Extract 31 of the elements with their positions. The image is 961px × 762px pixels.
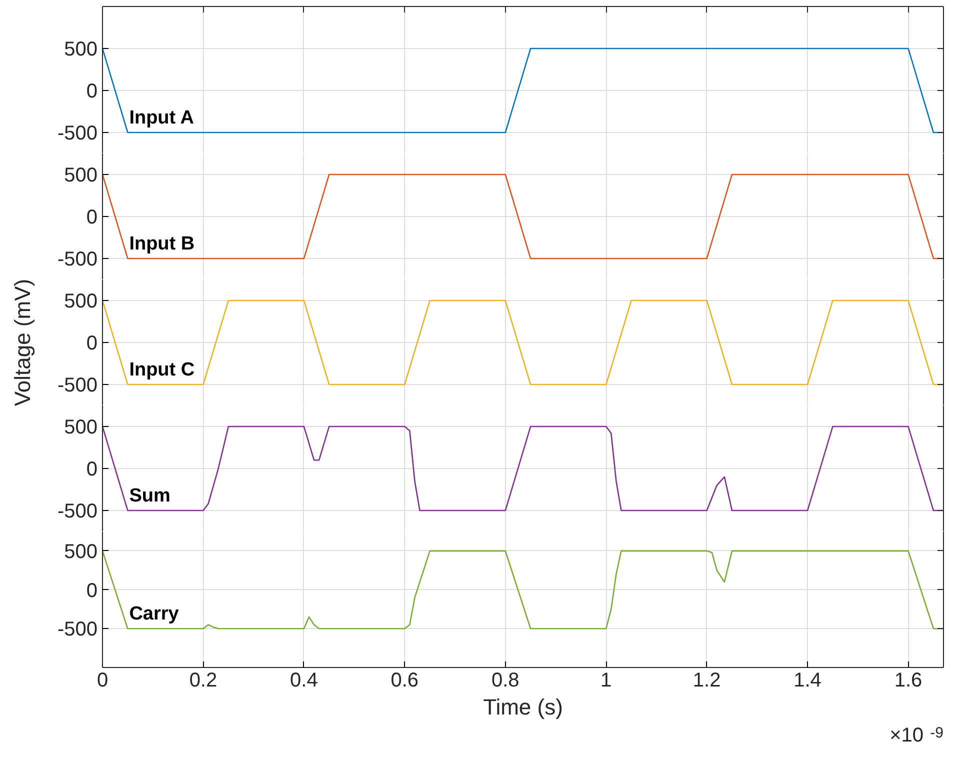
x-tick-label: 1.4 (794, 670, 822, 692)
y-tick-label: 0 (86, 206, 98, 228)
x-tick-label: 0.4 (290, 670, 318, 692)
y-tick-label: 0 (86, 332, 98, 354)
text: ×10-9 (890, 724, 944, 746)
y-tick-label: 0 (86, 458, 98, 480)
y-axis-title: Voltage (mV) (10, 278, 35, 406)
x-tick-label: 0.8 (491, 670, 520, 692)
series-label: Input C (129, 360, 195, 380)
y-tick-label: 500 (64, 164, 98, 186)
x-tick-label: 1 (600, 670, 612, 692)
y-tick-label: -500 (57, 500, 98, 522)
y-tick-label: -500 (57, 618, 98, 641)
y-tick-label: -500 (57, 248, 98, 270)
y-tick-label: 500 (64, 290, 98, 312)
y-tick-label: 0 (86, 80, 98, 102)
series-label: Sum (129, 486, 170, 506)
series-label: Input B (129, 234, 195, 254)
y-tick-label: -500 (57, 374, 98, 396)
x-tick-label: 1.2 (692, 670, 721, 692)
y-tick-label: 500 (64, 540, 98, 563)
y-tick-label: -500 (57, 122, 98, 144)
x-axis-title: Time (s) (483, 694, 563, 720)
x-tick-label: 0.6 (390, 670, 419, 692)
y-tick-label: 500 (64, 38, 98, 60)
x-tick-label: 1.6 (894, 670, 922, 692)
y-tick-label: 500 (64, 416, 98, 438)
series-label: Carry (129, 604, 180, 625)
series-label: Input A (129, 108, 194, 128)
x-tick-label: 0.2 (189, 670, 218, 692)
y-tick-label: 0 (86, 580, 98, 602)
